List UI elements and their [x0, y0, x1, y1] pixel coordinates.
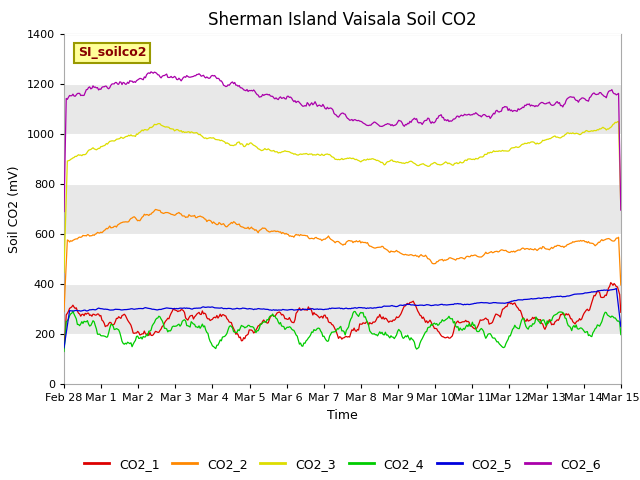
- Text: SI_soilco2: SI_soilco2: [78, 47, 147, 60]
- Bar: [64, 284, 621, 334]
- X-axis label: Time: Time: [327, 408, 358, 421]
- Bar: [64, 184, 621, 234]
- Bar: [64, 84, 621, 134]
- Y-axis label: Soil CO2 (mV): Soil CO2 (mV): [8, 165, 21, 252]
- Legend: CO2_1, CO2_2, CO2_3, CO2_4, CO2_5, CO2_6: CO2_1, CO2_2, CO2_3, CO2_4, CO2_5, CO2_6: [79, 453, 605, 476]
- Title: Sherman Island Vaisala Soil CO2: Sherman Island Vaisala Soil CO2: [208, 11, 477, 29]
